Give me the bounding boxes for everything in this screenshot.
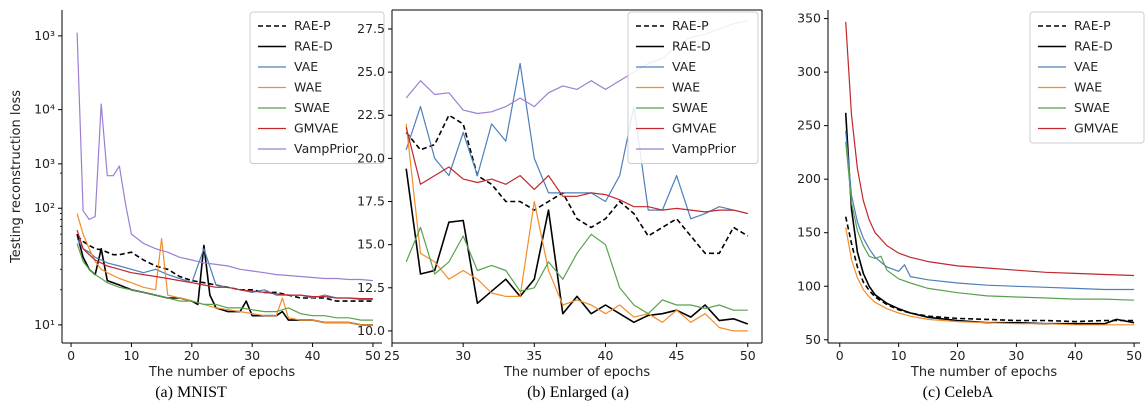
legend-label-vampprior: VampPrior [672, 141, 737, 156]
panel-caption: (a) MNIST [155, 384, 227, 401]
legend-label-vae: VAE [1074, 59, 1098, 74]
series-line-gmvae [405, 127, 748, 215]
series-line-gmvae [845, 21, 1135, 277]
x-tick-label: 50 [740, 348, 756, 363]
legend-label-rae-p: RAE-P [294, 18, 331, 33]
legend-label-rae-d: RAE-D [1074, 39, 1113, 54]
legend-label-gmvae: GMVAE [672, 121, 717, 136]
series-line-rae-p [76, 235, 373, 302]
legend-label-rae-p: RAE-P [1074, 18, 1111, 33]
y-tick-label: 50 [805, 332, 821, 347]
x-tick-label: 30 [1008, 348, 1024, 363]
panel-caption: (b) Enlarged (a) [527, 384, 629, 401]
x-tick-label: 10 [123, 348, 139, 363]
series-line-rae-d [844, 112, 1135, 325]
x-tick-label: 50 [365, 348, 381, 363]
y-axis-label: Testing reconstruction loss [9, 90, 24, 264]
series-line-wae [845, 227, 1135, 326]
y-tick-label: 27.5 [357, 21, 385, 36]
legend-box [1029, 11, 1145, 144]
x-tick-label: 20 [950, 348, 966, 363]
x-tick-label: 45 [669, 348, 685, 363]
series-line-wae [405, 123, 748, 332]
legend-label-vampprior: VampPrior [294, 141, 359, 156]
legend-label-rae-p: RAE-P [672, 18, 709, 33]
y-tick-label: 100 [797, 278, 821, 293]
y-tick-label: 200 [797, 171, 821, 186]
series-line-vae [76, 238, 373, 301]
x-tick-label: 30 [455, 348, 471, 363]
x-tick-label: 40 [598, 348, 614, 363]
y-tick-label: 25.0 [357, 64, 385, 79]
y-tick-label: 10² [34, 200, 55, 215]
series-line-wae [76, 213, 373, 326]
series-line-vae [845, 130, 1135, 291]
series-line-swae [76, 243, 373, 321]
y-tick-label: 17.5 [357, 194, 385, 209]
x-axis-label: The number of epochs [503, 365, 650, 380]
x-tick-label: 10 [891, 348, 907, 363]
legend-label-swae: SWAE [1074, 100, 1110, 115]
chart-enlarged: 25 30 35 40 45 50 10.0 12.5 15.0 17.5 20.0 22.5 25.0… [357, 9, 763, 401]
legend-box [249, 11, 385, 164]
x-tick-label: 30 [244, 348, 260, 363]
legend-label-swae: SWAE [294, 100, 330, 115]
legend-box [627, 11, 759, 164]
y-tick-label: 10¹ [34, 317, 55, 332]
legend-label-wae: WAE [672, 80, 700, 95]
x-tick-label: 25 [384, 348, 400, 363]
y-tick-label: 10³ [34, 28, 55, 43]
legend-label-wae: WAE [1074, 80, 1102, 95]
series-line-vampprior [76, 32, 373, 282]
series-line-rae-p [844, 216, 1135, 323]
legend-label-vae: VAE [294, 59, 318, 74]
x-tick-label: 40 [1067, 348, 1083, 363]
series-line-swae [845, 141, 1135, 301]
y-tick-label: 10.0 [357, 323, 385, 338]
x-axis-label: The number of epochs [910, 365, 1057, 380]
legend-label-wae: WAE [294, 80, 322, 95]
x-tick-label: 50 [1126, 348, 1142, 363]
x-tick-label: 0 [836, 348, 844, 363]
panel-caption: (c) CelebA [923, 384, 994, 401]
y-tick-label: 22.5 [357, 107, 385, 122]
series-line-rae-p [405, 114, 749, 255]
series-line-gmvae [76, 229, 373, 300]
y-tick-label: 20.0 [357, 150, 385, 165]
legend-label-rae-d: RAE-D [294, 39, 333, 54]
legend-label-gmvae: GMVAE [294, 121, 339, 136]
y-tick-label: 10³ [34, 156, 55, 171]
series-line-vae [405, 62, 748, 220]
series-line-swae [405, 226, 748, 315]
x-tick-label: 35 [526, 348, 542, 363]
x-tick-label: 0 [67, 348, 75, 363]
y-tick-label: 15.0 [357, 237, 385, 252]
y-tick-label: 350 [797, 11, 821, 26]
y-tick-label: 300 [797, 64, 821, 79]
y-tick-label: 250 [797, 118, 821, 133]
y-tick-label: 10⁴ [34, 102, 55, 117]
y-tick-label: 12.5 [357, 280, 385, 295]
legend-label-vae: VAE [672, 59, 696, 74]
x-axis-label: The number of epochs [148, 365, 295, 380]
x-tick-label: 40 [305, 348, 321, 363]
x-tick-label: 20 [184, 348, 200, 363]
chart-mnist: 0 10 20 30 40 50 10¹ 10² 10³ 10⁴ 10³ The number of … [9, 10, 385, 401]
series-line-rae-d [405, 168, 749, 325]
legend-label-swae: SWAE [672, 100, 708, 115]
legend-label-rae-d: RAE-D [672, 39, 711, 54]
chart-celeba: 0 10 20 30 40 50 50 100 150 200 250 300 350 The numbe… [797, 10, 1145, 401]
legend-label-gmvae: GMVAE [1074, 121, 1119, 136]
y-tick-label: 150 [797, 225, 821, 240]
